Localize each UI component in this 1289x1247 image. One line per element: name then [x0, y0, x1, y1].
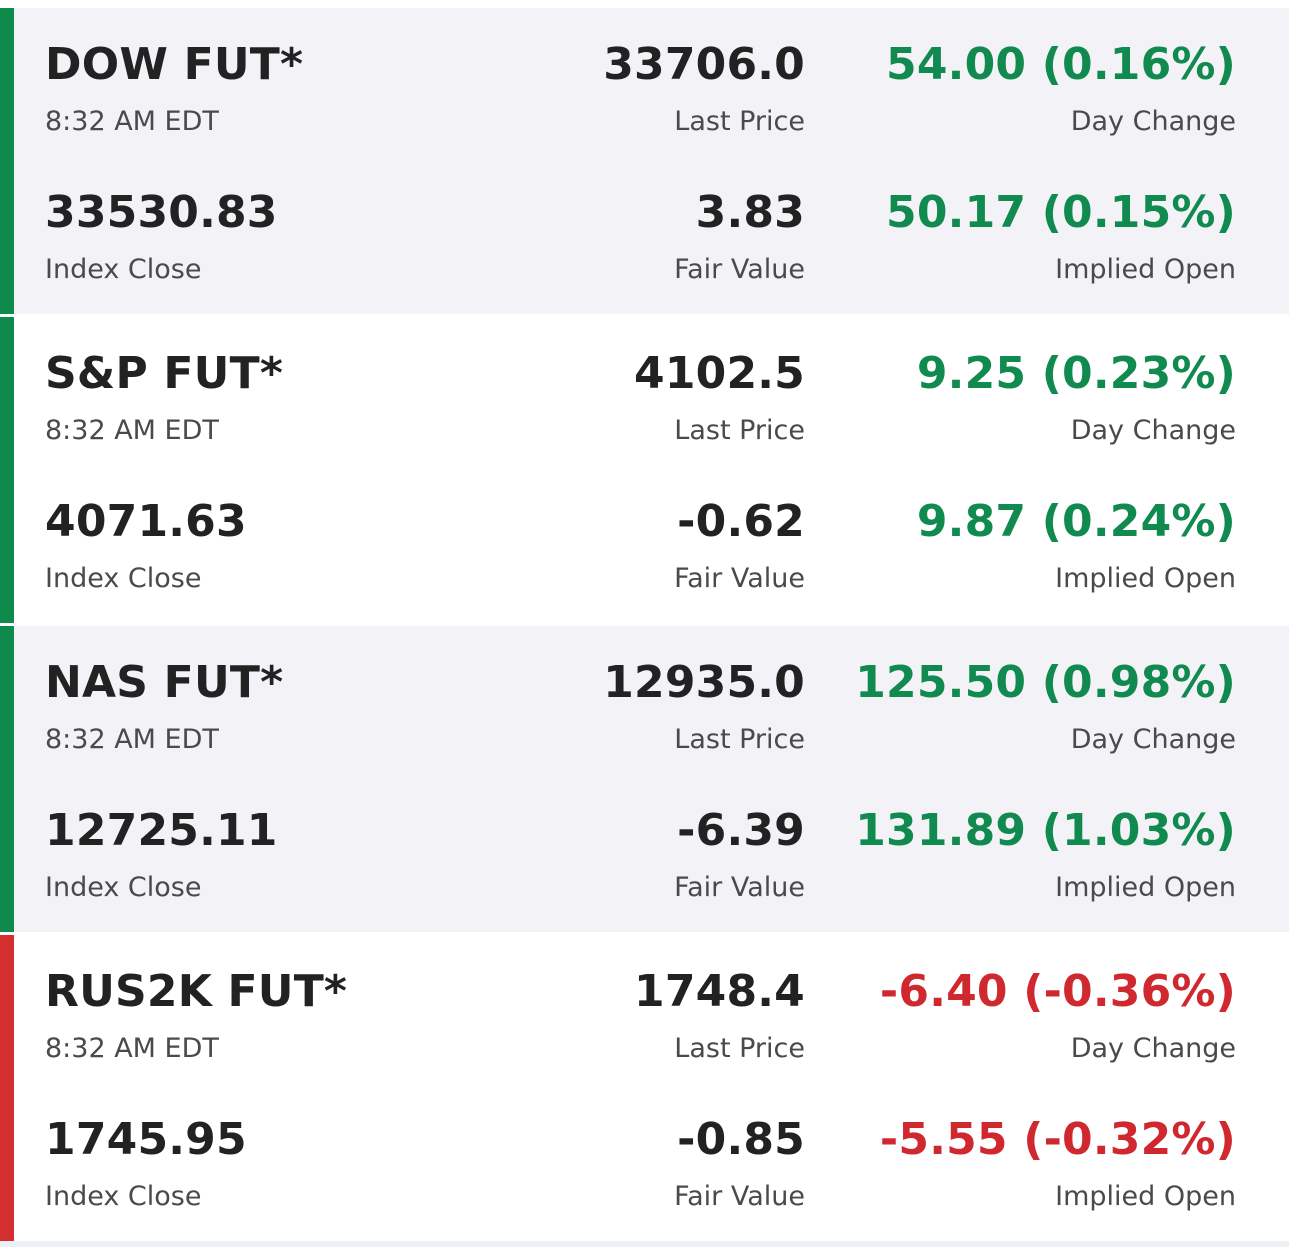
implied-open-label: Implied Open	[1055, 872, 1236, 903]
future-time: 8:32 AM EDT	[45, 415, 219, 446]
last-price-label: Last Price	[674, 1033, 805, 1064]
day-change-value: 9.25 (0.23%)	[916, 348, 1236, 399]
fair-value-label: Fair Value	[674, 563, 805, 594]
last-price-value: 1748.4	[634, 966, 805, 1017]
index-close-label: Index Close	[45, 563, 202, 594]
day-change-value: 54.00 (0.16%)	[886, 39, 1236, 90]
future-name: RUS2K FUT*	[45, 966, 348, 1017]
index-close-value: 4071.63	[45, 496, 247, 547]
index-close-value: 12725.11	[45, 805, 278, 856]
direction-bar	[0, 935, 14, 1241]
day-change-value: 125.50 (0.98%)	[855, 657, 1236, 708]
implied-open-value: 131.89 (1.03%)	[855, 805, 1236, 856]
index-close-value: 1745.95	[45, 1114, 247, 1165]
implied-open-value: 9.87 (0.24%)	[916, 496, 1236, 547]
future-time: 8:32 AM EDT	[45, 106, 219, 137]
future-time: 8:32 AM EDT	[45, 724, 219, 755]
implied-open-value: -5.55 (-0.32%)	[879, 1114, 1236, 1165]
last-price-value: 12935.0	[603, 657, 805, 708]
fair-value-value: 3.83	[695, 187, 805, 238]
day-change-label: Day Change	[1070, 1033, 1236, 1064]
implied-open-label: Implied Open	[1055, 1181, 1236, 1212]
last-price-label: Last Price	[674, 106, 805, 137]
fair-value-value: -0.62	[677, 496, 805, 547]
fair-value-value: -0.85	[677, 1114, 805, 1165]
day-change-value: -6.40 (-0.36%)	[879, 966, 1236, 1017]
future-name: NAS FUT*	[45, 657, 284, 708]
implied-open-label: Implied Open	[1055, 254, 1236, 285]
day-change-label: Day Change	[1070, 724, 1236, 755]
fair-value-label: Fair Value	[674, 1181, 805, 1212]
fair-value-value: -6.39	[677, 805, 805, 856]
implied-open-label: Implied Open	[1055, 563, 1236, 594]
future-name: DOW FUT*	[45, 39, 304, 90]
futures-card-nas[interactable]: NAS FUT* 8:32 AM EDT 12935.0 Last Price …	[0, 626, 1289, 932]
futures-card-rus2k[interactable]: RUS2K FUT* 8:32 AM EDT 1748.4 Last Price…	[0, 935, 1289, 1241]
fair-value-label: Fair Value	[674, 872, 805, 903]
last-price-value: 4102.5	[634, 348, 805, 399]
future-name: S&P FUT*	[45, 348, 284, 399]
last-price-value: 33706.0	[603, 39, 805, 90]
bottom-divider	[0, 1241, 1289, 1247]
index-close-label: Index Close	[45, 1181, 202, 1212]
index-close-label: Index Close	[45, 872, 202, 903]
index-close-value: 33530.83	[45, 187, 278, 238]
futures-card-dow[interactable]: DOW FUT* 8:32 AM EDT 33706.0 Last Price …	[0, 8, 1289, 314]
index-close-label: Index Close	[45, 254, 202, 285]
fair-value-label: Fair Value	[674, 254, 805, 285]
implied-open-value: 50.17 (0.15%)	[886, 187, 1236, 238]
direction-bar	[0, 317, 14, 623]
direction-bar	[0, 8, 14, 314]
last-price-label: Last Price	[674, 724, 805, 755]
futures-card-sp[interactable]: S&P FUT* 8:32 AM EDT 4102.5 Last Price 9…	[0, 317, 1289, 623]
future-time: 8:32 AM EDT	[45, 1033, 219, 1064]
day-change-label: Day Change	[1070, 106, 1236, 137]
day-change-label: Day Change	[1070, 415, 1236, 446]
direction-bar	[0, 626, 14, 932]
last-price-label: Last Price	[674, 415, 805, 446]
